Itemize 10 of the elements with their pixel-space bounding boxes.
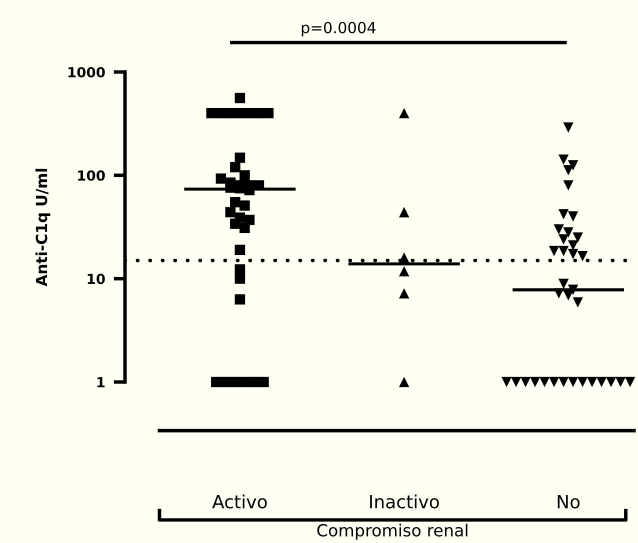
x-tick-label: Activo: [212, 494, 267, 508]
y-tick-label: 1: [97, 377, 105, 388]
text: p=0.0004: [302, 22, 376, 36]
y-tick-label: 1000: [68, 66, 105, 78]
y-tick-label: 10: [88, 274, 105, 284]
y-tick-label: 100: [78, 170, 105, 181]
x-axis-title: Compromiso renal: [317, 524, 468, 540]
x-tick-label: Inactivo: [370, 494, 439, 508]
x-tick-label: No: [558, 495, 580, 508]
y-axis-title: Anti-C1q U/ml: [35, 168, 50, 286]
